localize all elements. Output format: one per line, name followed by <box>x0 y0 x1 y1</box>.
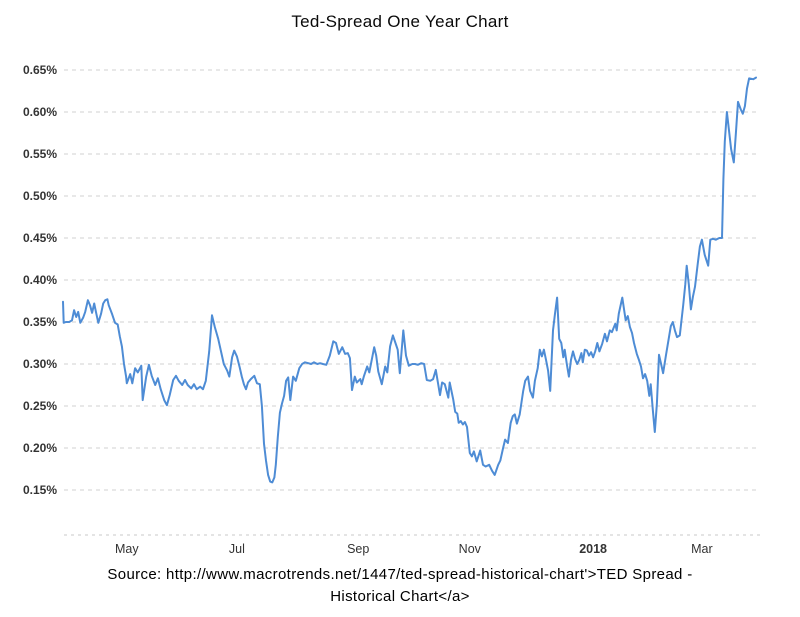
y-axis-tick-label: 0.55% <box>23 147 57 161</box>
y-axis-tick-label: 0.60% <box>23 105 57 119</box>
chart-title: Ted-Spread One Year Chart <box>291 12 509 31</box>
y-axis-tick-label: 0.30% <box>23 357 57 371</box>
y-axis-tick-label: 0.35% <box>23 315 57 329</box>
x-axis-tick-label: Nov <box>459 542 482 556</box>
x-axis-tick-label: May <box>115 542 139 556</box>
x-axis-tick-label: Jul <box>229 542 245 556</box>
x-axis-tick-label: 2018 <box>579 542 607 556</box>
source-line-2: Historical Chart</a> <box>330 588 470 605</box>
source-caption: Source: http://www.macrotrends.net/1447/… <box>0 564 800 608</box>
y-axis-tick-label: 0.45% <box>23 231 57 245</box>
y-axis-tick-label: 0.20% <box>23 441 57 455</box>
x-axis-tick-label: Sep <box>347 542 369 556</box>
x-axis-tick-label: Mar <box>691 542 713 556</box>
ted-spread-line <box>62 76 757 484</box>
y-axis-tick-label: 0.65% <box>23 63 57 77</box>
y-axis-tick-label: 0.25% <box>23 399 57 413</box>
ted-spread-chart: 0.65% 0.60% 0.55% 0.50% 0.45% 0.40% 0.35% 0.30%… <box>23 63 760 556</box>
source-line-1: Source: http://www.macrotrends.net/1447/… <box>107 566 693 583</box>
y-axis-tick-label: 0.50% <box>23 189 57 203</box>
y-axis-tick-label: 0.40% <box>23 273 57 287</box>
chart-canvas: 0.65% 0.60% 0.55% 0.50% 0.45% 0.40% 0.35% 0.30%… <box>23 63 760 556</box>
y-axis-tick-label: 0.15% <box>23 483 57 497</box>
